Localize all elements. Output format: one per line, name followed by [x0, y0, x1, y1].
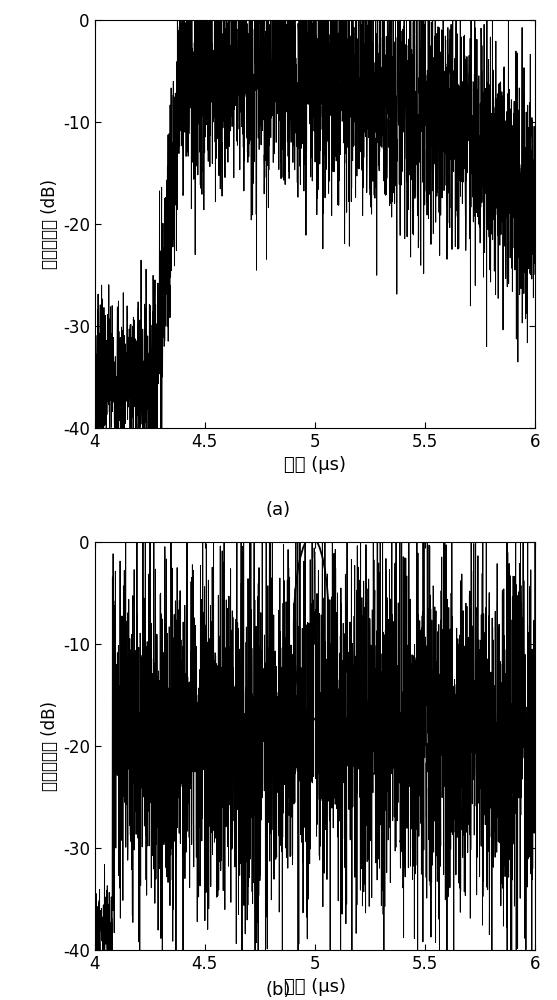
X-axis label: 时间 (μs): 时间 (μs)	[284, 978, 346, 996]
Y-axis label: 归一化幅度 (dB): 归一化幅度 (dB)	[41, 701, 58, 791]
X-axis label: 时间 (μs): 时间 (μs)	[284, 456, 346, 474]
Y-axis label: 归一化幅度 (dB): 归一化幅度 (dB)	[41, 179, 58, 269]
Text: (a): (a)	[266, 501, 291, 519]
Text: (b): (b)	[266, 981, 291, 999]
